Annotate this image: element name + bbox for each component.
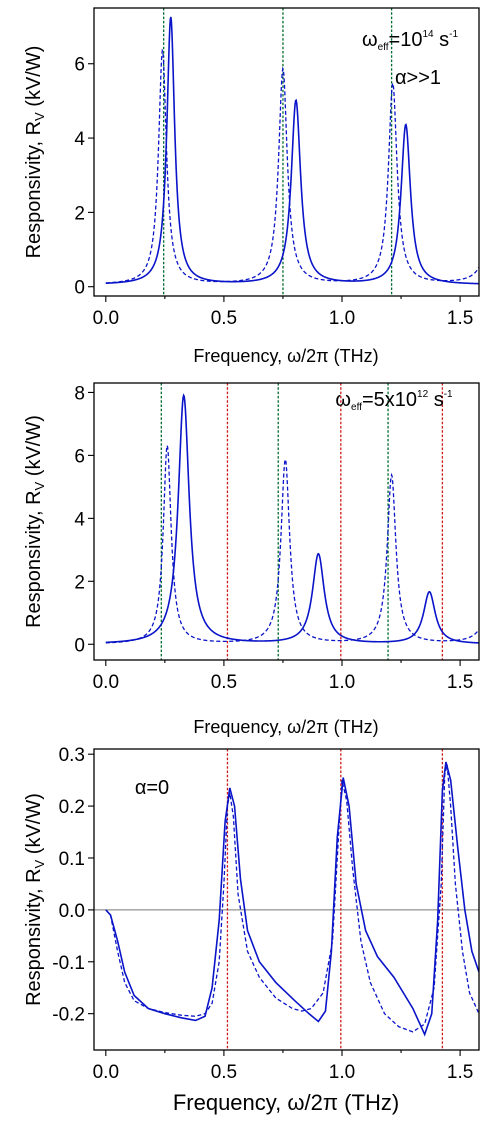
dashed-curve <box>105 48 479 284</box>
plot-frame <box>93 382 480 661</box>
solid-curve <box>105 393 479 644</box>
solid-curve <box>105 16 479 285</box>
chart-panel-1: 0.0 0.5 1.0 1.5 0 2 4 6 Frequency, ω/2π (THz) Res… <box>23 7 480 366</box>
y-tick-label: 8 <box>74 383 85 404</box>
y-axis-label: Responsivity, RV (kV/W) <box>23 46 47 259</box>
y-axis-label: Responsivity, RV (kV/W) <box>23 415 47 628</box>
y-tick-label: 0.2 <box>59 797 85 818</box>
x-axis-label: Frequency, ω/2π (THz) <box>193 346 378 366</box>
y-tick-label: 0 <box>74 635 85 656</box>
y-tick-label: 0 <box>74 278 85 299</box>
annotation-2: α>>1 <box>395 67 441 89</box>
y-tick-label: -0.1 <box>52 953 85 974</box>
plot-area <box>94 749 479 1050</box>
y-tick-label: 6 <box>74 55 85 76</box>
y-tick-label: 2 <box>74 203 85 224</box>
x-tick-label: 0.5 <box>211 1062 237 1083</box>
y-tick-label: 0.1 <box>59 849 85 870</box>
y-tick-label: 2 <box>74 572 85 593</box>
x-tick-label: 1.0 <box>329 308 355 329</box>
x-tick-label: 1.5 <box>447 308 473 329</box>
plot-frame <box>93 7 480 297</box>
plot-area <box>105 8 479 296</box>
x-tick-label: 1.0 <box>329 1062 355 1083</box>
x-tick-label: 0.0 <box>93 672 119 693</box>
x-tick-label: 0.5 <box>211 672 237 693</box>
solid-curve <box>105 761 479 1037</box>
x-tick-label: 1.5 <box>447 672 473 693</box>
dashed-curve <box>105 445 479 644</box>
y-tick-label: 4 <box>74 129 85 150</box>
annotation-1: ωeff=5x1012 s-1 <box>335 389 453 413</box>
plot-frame <box>93 748 480 1051</box>
x-tick-label: 0.0 <box>93 308 119 329</box>
y-tick-label: 0.3 <box>59 745 85 766</box>
y-axis-label: Responsivity, RV (kV/W) <box>23 793 47 1006</box>
x-axis-label: Frequency, ω/2π (THz) <box>173 1090 399 1115</box>
x-tick-label: 0.5 <box>211 308 237 329</box>
annotation-1: ωeff=1014 s-1 <box>362 29 459 53</box>
x-tick-label: 0.0 <box>93 1062 119 1083</box>
chart-panel-3: 0.0 0.5 1.0 1.5 -0.2 -0.1 0.0 0.1 0.2 0.3 Frequenc… <box>23 745 480 1115</box>
y-tick-label: -0.2 <box>52 1005 85 1026</box>
y-tick-label: 0.0 <box>59 901 85 922</box>
y-tick-label: 4 <box>74 509 85 530</box>
x-tick-label: 1.0 <box>329 672 355 693</box>
y-tick-label: 6 <box>74 446 85 467</box>
dashed-curve <box>105 764 479 1033</box>
x-tick-label: 1.5 <box>447 1062 473 1083</box>
annotation-1: α=0 <box>135 777 169 799</box>
chart-panel-2: 0.0 0.5 1.0 1.5 0 2 4 6 8 Frequency, ω/2π (THz) Re… <box>23 382 480 737</box>
x-axis-label: Frequency, ω/2π (THz) <box>193 717 378 737</box>
plot-area <box>105 383 479 660</box>
